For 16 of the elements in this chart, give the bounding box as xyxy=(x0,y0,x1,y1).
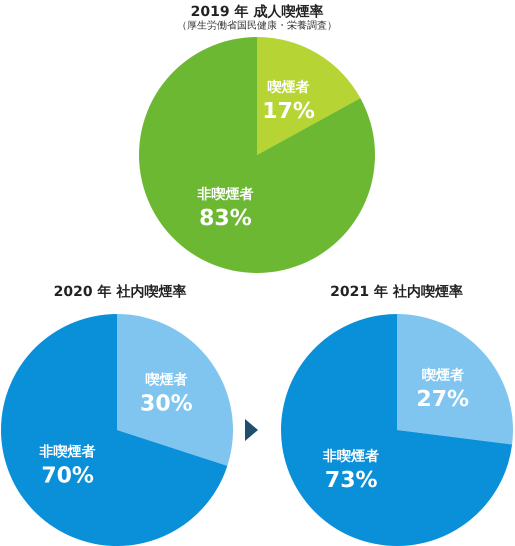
slice-label: 喫煙者 xyxy=(145,372,188,388)
data-label: 70% xyxy=(41,463,94,488)
slice-label: 喫煙者 xyxy=(422,368,464,384)
data-label: 30% xyxy=(140,392,193,417)
slice-label: 非喫煙者 xyxy=(196,186,254,202)
data-label: 17% xyxy=(262,99,315,124)
slice-label: 喫煙者 xyxy=(268,80,310,96)
chart-title: 2020 年 社内喫煙率 xyxy=(54,283,186,300)
data-label: 27% xyxy=(416,387,470,412)
data-label: 73% xyxy=(324,468,378,493)
slice-label: 非喫煙者 xyxy=(322,448,380,464)
chart-subtitle: （厚生労働省国民健康・栄養調査） xyxy=(177,20,337,32)
chart-title: 2021 年 社内喫煙率 xyxy=(330,283,463,300)
chart-title: 2019 年 成人喫煙率 xyxy=(190,3,324,20)
slice-label: 非喫煙者 xyxy=(38,444,96,460)
data-label: 83% xyxy=(199,206,252,231)
